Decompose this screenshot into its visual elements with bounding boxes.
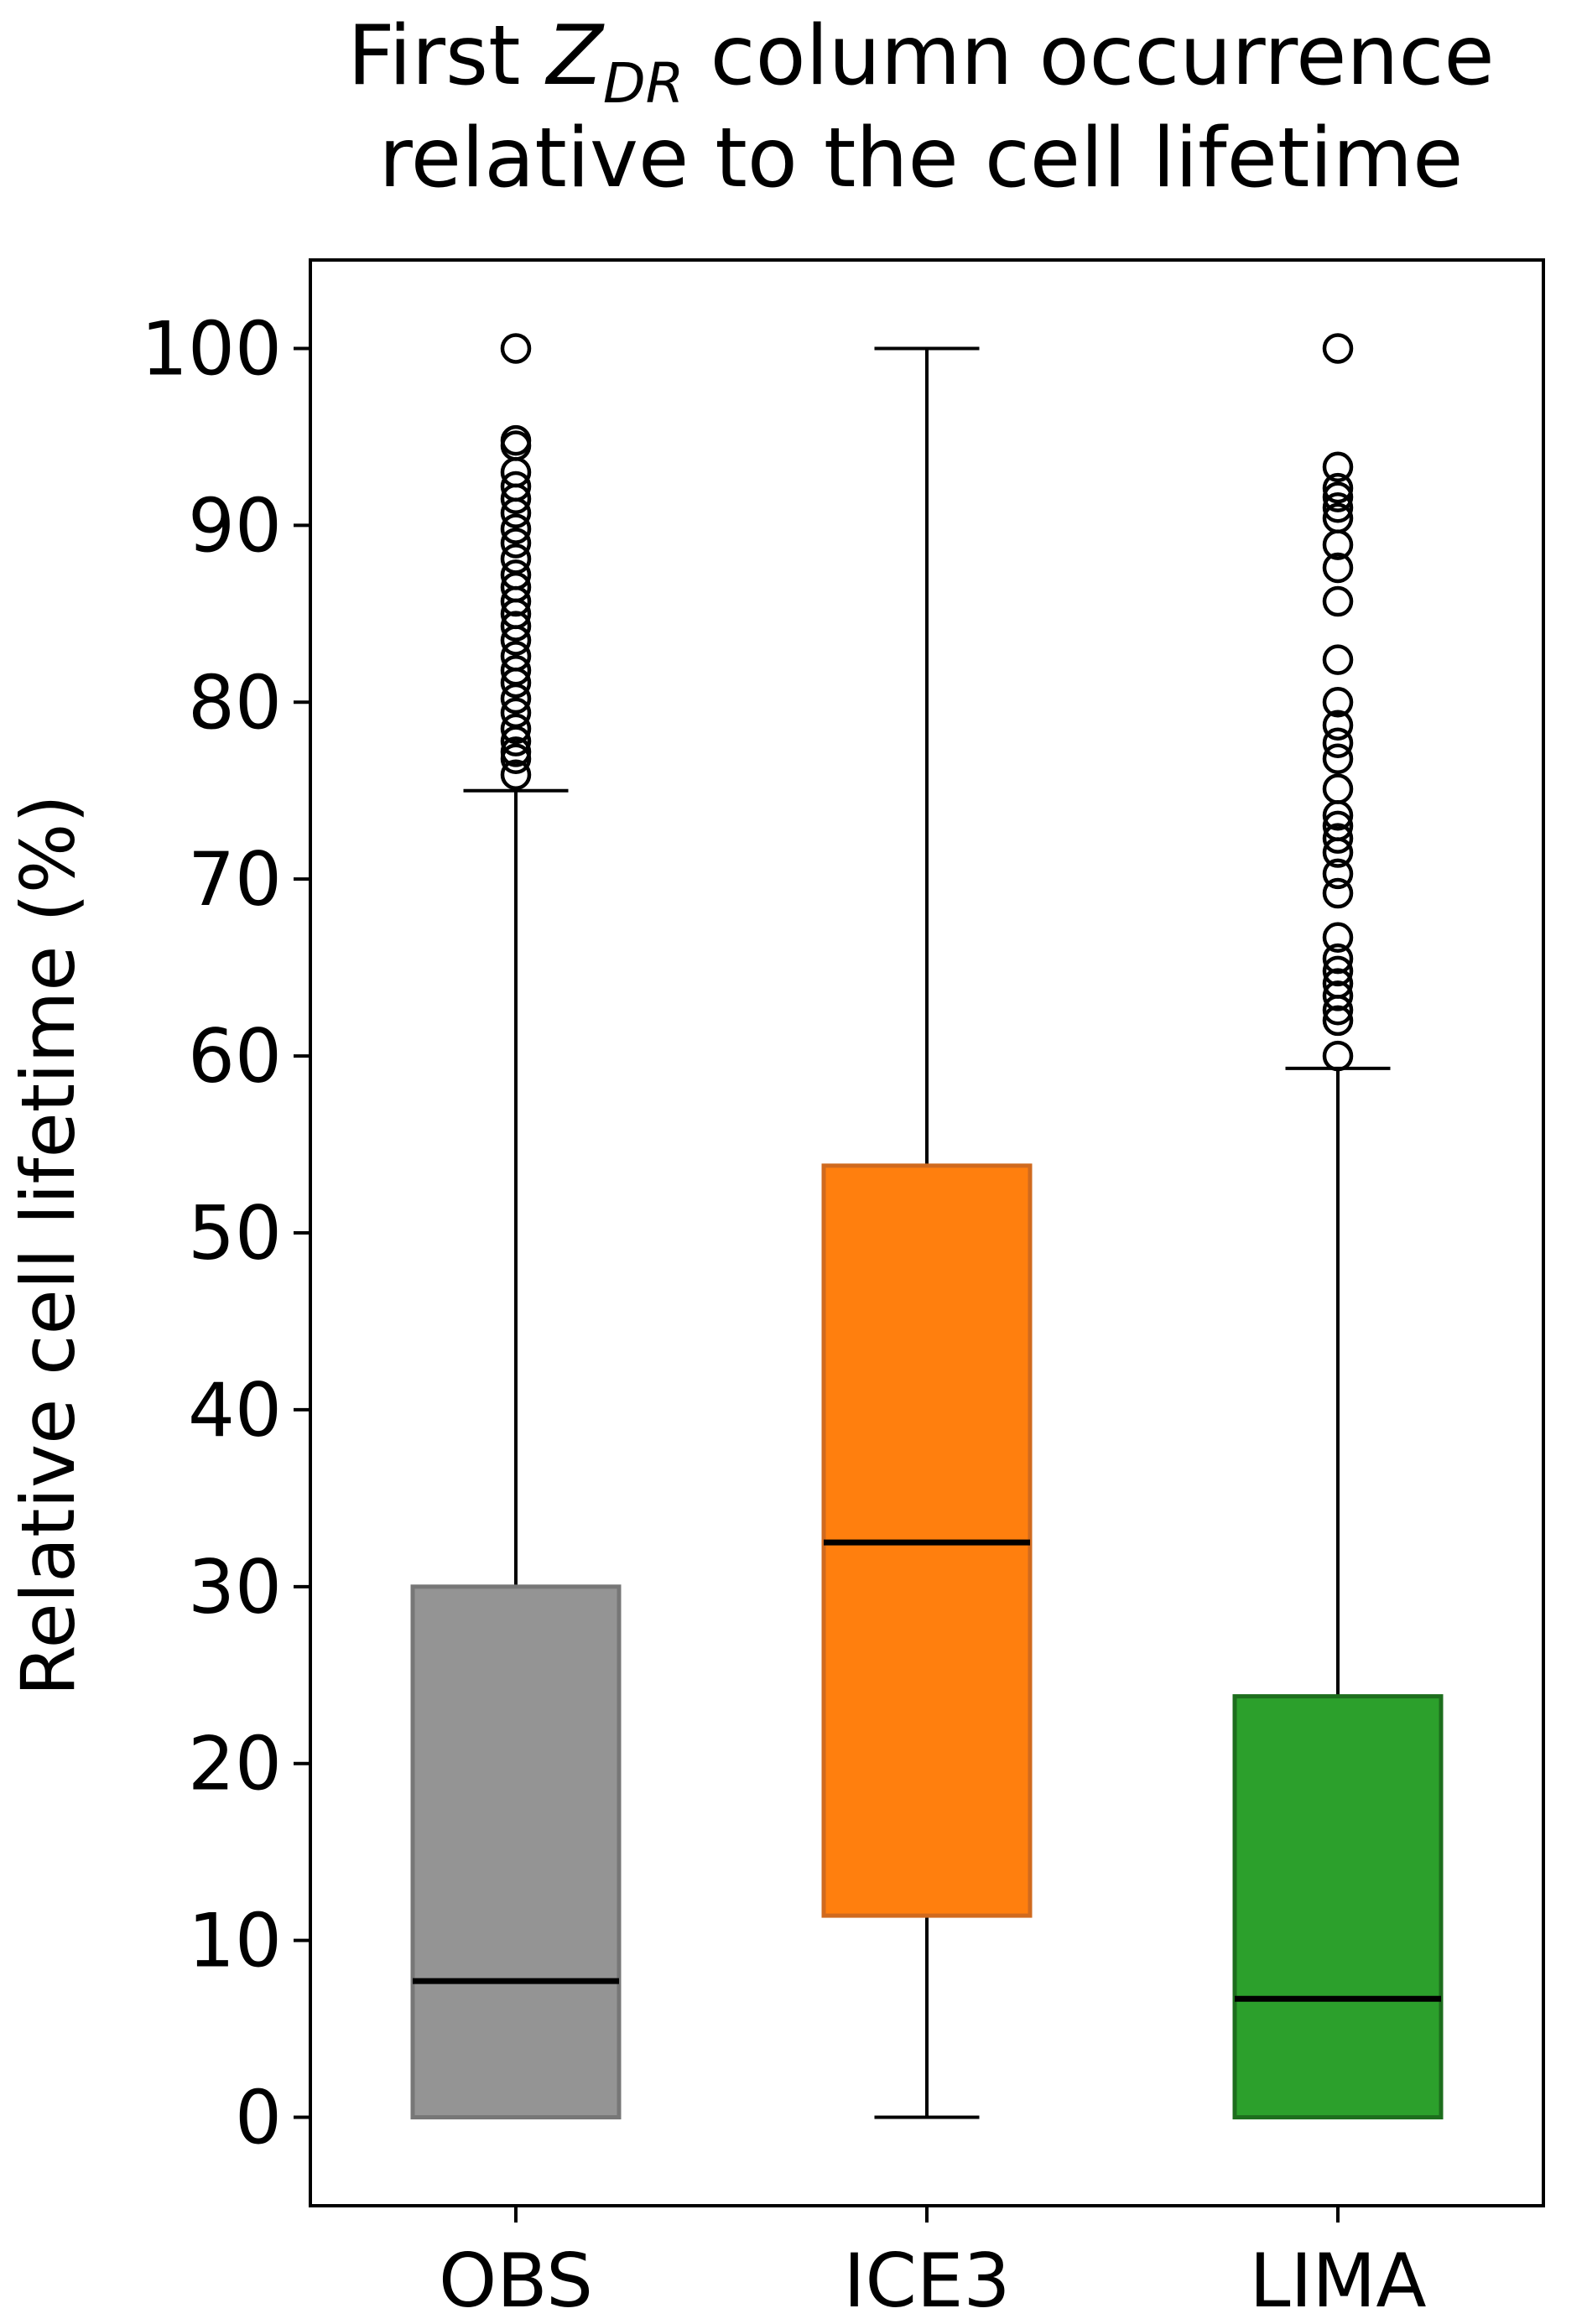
chart-title: First ZDR column occurrence relative to …: [347, 8, 1494, 206]
outlier-point: [1322, 644, 1354, 675]
x-tick-label: ICE3: [844, 2238, 1011, 2324]
title-line-2: relative to the cell lifetime: [379, 111, 1464, 206]
outlier-point: [1322, 922, 1354, 954]
y-tick-label: 0: [235, 2075, 282, 2161]
outlier-point: [1322, 585, 1354, 617]
outlier-point: [500, 736, 532, 767]
y-tick-label: 40: [188, 1367, 282, 1453]
outlier-point: [1322, 858, 1354, 890]
outlier-point: [500, 543, 532, 575]
y-tick-label: 30: [188, 1544, 282, 1630]
outlier-point: [500, 697, 532, 729]
y-tick-label: 90: [188, 482, 282, 569]
outlier-point: [1322, 877, 1354, 909]
x-tick-label: LIMA: [1249, 2238, 1426, 2324]
outlier-point: [500, 713, 532, 745]
outlier-point: [1322, 810, 1354, 842]
outlier-point: [1322, 955, 1354, 987]
outlier-point: [500, 559, 532, 590]
outlier-point: [500, 759, 532, 790]
outlier-point: [1322, 980, 1354, 1011]
y-axis-label: Relative cell lifetime (%): [5, 794, 91, 1696]
outlier-point: [500, 333, 532, 364]
outlier-point: [1322, 710, 1354, 741]
box-lima: [1232, 1694, 1444, 2120]
y-tick-label: 50: [188, 1190, 282, 1276]
plot-area: 0 10 20 30 40 50 60 70 80 90 100 OBS ICE3 LIMA: [141, 305, 1444, 2324]
outlier-point: [1322, 773, 1354, 804]
y-tick-label: 20: [188, 1721, 282, 1807]
outlier-point: [1322, 481, 1354, 512]
y-tick-label: 60: [188, 1013, 282, 1100]
y-tick-label: 100: [141, 305, 282, 392]
outlier-point: [1322, 687, 1354, 718]
outlier-point: [1322, 968, 1354, 999]
outlier-point: [1322, 743, 1354, 775]
outlier-point: [500, 528, 532, 559]
plot-frame: [309, 258, 1545, 2207]
outlier-point: [500, 471, 532, 502]
outlier-point: [1322, 472, 1354, 504]
outlier-point: [1322, 1005, 1354, 1037]
outlier-point: [1322, 552, 1354, 584]
outlier-point: [1322, 451, 1354, 483]
outlier-point: [1322, 823, 1354, 854]
outlier-point: [500, 611, 532, 642]
box-obs: [410, 1584, 622, 2120]
outlier-point: [1322, 492, 1354, 523]
outlier-point: [1322, 502, 1354, 534]
outlier-point: [1322, 943, 1354, 975]
y-tick-label: 70: [188, 836, 282, 923]
x-tick-label: OBS: [439, 2238, 593, 2324]
outlier-point: [500, 424, 532, 456]
outlier-point: [1322, 333, 1354, 364]
outlier-point: [1322, 1040, 1354, 1072]
y-tick-label: 10: [188, 1898, 282, 1984]
outlier-point: [500, 641, 532, 672]
title-line-1: First ZDR column occurrence: [347, 8, 1494, 116]
outlier-point: [500, 655, 532, 686]
outlier-point: [1322, 727, 1354, 759]
y-tick-label: 80: [188, 659, 282, 746]
outlier-point: [500, 513, 532, 544]
